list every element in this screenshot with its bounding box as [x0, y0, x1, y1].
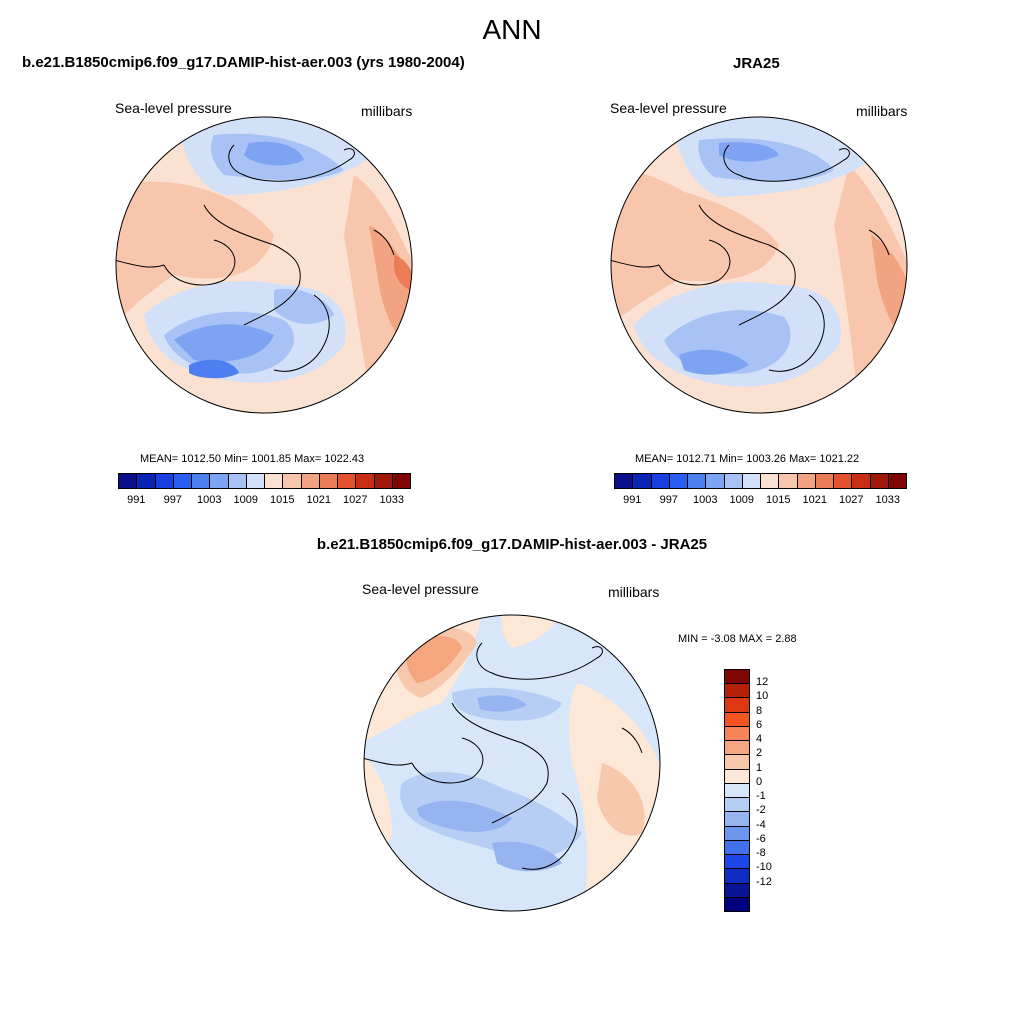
panel1-colorbar-label: 1027 [343, 494, 368, 506]
panel3-colorbar-label: -8 [756, 847, 766, 860]
panel1-variable-label: Sea-level pressure [115, 100, 232, 116]
panel1-colorbar-label: 997 [163, 494, 182, 506]
panel1-colorbar-label: 1021 [306, 494, 331, 506]
panel3-colorbar-label: 2 [756, 747, 763, 760]
panel2-title: JRA25 [733, 55, 780, 72]
panel2-colorbar-swatch [723, 473, 743, 489]
panel3-colorbar-swatch [724, 768, 750, 784]
panel2-variable-label: Sea-level pressure [610, 100, 727, 116]
panel1-colorbar-swatch [264, 473, 284, 489]
panel1-colorbar-swatch [227, 473, 247, 489]
panel1-title: b.e21.B1850cmip6.f09_g17.DAMIP-hist-aer.… [22, 54, 465, 71]
panel3-colorbar-swatch [724, 711, 750, 727]
panel1-colorbar-swatch [373, 473, 393, 489]
panel1-colorbar-swatch [118, 473, 138, 489]
panel1-colorbar-swatch [355, 473, 375, 489]
panel2-colorbar-swatch [796, 473, 816, 489]
panel1-colorbar-label: 1009 [233, 494, 258, 506]
panel2-colorbar-swatch [668, 473, 688, 489]
panel3-colorbar-label: -4 [756, 818, 766, 831]
panel3-colorbar-swatch [724, 740, 750, 756]
panel3-colorbar-label: 0 [756, 775, 763, 788]
panel3-colorbar-swatch [724, 797, 750, 813]
panel3-colorbar-label: -6 [756, 832, 766, 845]
panel3-colorbar-swatch [724, 683, 750, 699]
panel3-colorbar-swatch [724, 825, 750, 841]
panel3-colorbar-label: -1 [756, 790, 766, 803]
panel2-colorbar-swatch [814, 473, 834, 489]
panel2-colorbar-swatch [650, 473, 670, 489]
panel3-polar-map [363, 614, 661, 912]
panel1-polar-map [115, 116, 413, 414]
panel1-colorbar-swatch [191, 473, 211, 489]
panel3-colorbar-swatch [724, 725, 750, 742]
panel2-colorbar-swatch [632, 473, 652, 489]
panel1-colorbar-label: 1015 [270, 494, 295, 506]
panel3-stats: MIN = -3.08 MAX = 2.88 [678, 633, 797, 645]
panel3-colorbar-swatch [724, 811, 750, 827]
panel3-colorbar-swatch [724, 697, 750, 713]
panel2-colorbar-label: 1009 [729, 494, 754, 506]
panel3-colorbar-swatch [724, 782, 750, 799]
panel1-colorbar-label: 1003 [197, 494, 222, 506]
panel2-colorbar: 991 997 1003 1009 1015 1021 1027 1033 [614, 473, 907, 509]
panel2-colorbar-swatch [741, 473, 761, 489]
panel1-colorbar-swatch [391, 473, 411, 489]
panel1-colorbar-swatch [300, 473, 320, 489]
panel1-colorbar: 991 997 1003 1009 1015 1021 1027 1033 [118, 473, 411, 509]
panel2-colorbar-swatch [705, 473, 725, 489]
panel3-colorbar-swatch [724, 839, 750, 856]
panel1-colorbar-swatch [172, 473, 192, 489]
panel1-colorbar-swatch [136, 473, 156, 489]
panel3-title: b.e21.B1850cmip6.f09_g17.DAMIP-hist-aer.… [316, 536, 708, 553]
panel3-colorbar-swatch [724, 669, 750, 685]
panel1-stats: MEAN= 1012.50 Min= 1001.85 Max= 1022.43 [140, 453, 365, 465]
panel3-variable-label: Sea-level pressure [362, 581, 479, 597]
panel1-colorbar-swatch [245, 473, 265, 489]
panel2-stats: MEAN= 1012.71 Min= 1003.26 Max= 1021.22 [635, 453, 860, 465]
panel3-colorbar-label: -12 [756, 875, 772, 888]
panel2-colorbar-swatch [833, 473, 853, 489]
panel3-colorbar-swatch [724, 868, 750, 884]
panel2-colorbar-swatch [869, 473, 889, 489]
panel1-colorbar-swatch [282, 473, 302, 489]
panel3-colorbar-label: 12 [756, 676, 769, 689]
panel3-colorbar-label: 6 [756, 718, 763, 731]
panel2-colorbar-swatch [778, 473, 798, 489]
panel1-colorbar-label: 991 [127, 494, 146, 506]
panel2-colorbar-swatch [614, 473, 634, 489]
panel3-colorbar-swatch [724, 854, 750, 870]
panel2-colorbar-label: 997 [659, 494, 678, 506]
panel3-colorbar-label: -10 [756, 861, 772, 874]
panel3-colorbar-label: 8 [756, 704, 763, 717]
panel2-colorbar-label: 1003 [693, 494, 718, 506]
figure-title: ANN [482, 14, 542, 45]
panel2-colorbar-label: 1021 [802, 494, 827, 506]
panel3-colorbar-label: 4 [756, 733, 763, 746]
panel2-units-label: millibars [856, 103, 908, 119]
panel1-colorbar-swatch [337, 473, 357, 489]
panel2-colorbar-label: 991 [623, 494, 642, 506]
panel3-units-label: millibars [608, 584, 660, 600]
panel2-colorbar-label: 1027 [839, 494, 864, 506]
panel2-colorbar-swatch [760, 473, 780, 489]
panel2-colorbar-swatch [887, 473, 907, 489]
panel3-colorbar-label: 1 [756, 761, 763, 774]
panel3-colorbar-swatch [724, 754, 750, 770]
panel1-units-label: millibars [361, 103, 413, 119]
panel2-polar-map [610, 116, 908, 414]
panel1-colorbar-swatch [154, 473, 174, 489]
panel1-colorbar-swatch [209, 473, 229, 489]
panel3-colorbar-swatch [724, 882, 750, 898]
panel3-colorbar-swatch [724, 896, 750, 912]
panel2-colorbar-swatch [687, 473, 707, 489]
panel3-colorbar-label: -2 [756, 804, 766, 817]
panel2-colorbar-label: 1033 [875, 494, 900, 506]
panel3-colorbar: 12 10 8 6 4 2 1 0 -1 -2 -4 -6 -8 -10 -12 [724, 669, 784, 912]
panel1-colorbar-swatch [318, 473, 338, 489]
panel2-colorbar-swatch [851, 473, 871, 489]
panel1-colorbar-label: 1033 [379, 494, 404, 506]
panel3-colorbar-label: 10 [756, 690, 769, 703]
panel2-colorbar-label: 1015 [766, 494, 791, 506]
